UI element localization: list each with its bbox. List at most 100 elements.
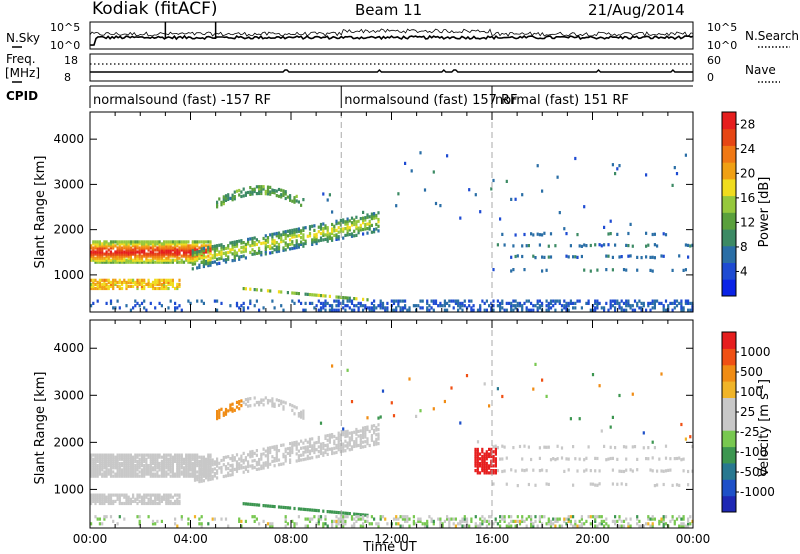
velocity-cell-1600 (545, 445, 548, 449)
power-cell-1407 (432, 299, 435, 303)
power-cell-119 (107, 244, 110, 248)
velocity-cell-941 (258, 400, 261, 404)
power-cell-893 (253, 236, 256, 240)
velocity-cell-1682 (594, 483, 597, 487)
power-cell-1661 (609, 299, 612, 303)
velocity-cell-1670 (589, 515, 592, 519)
velocity-cell-1165 (319, 447, 323, 451)
power-cell-1751 (658, 301, 661, 305)
power-cell-1550 (538, 243, 541, 247)
power-cell-543 (176, 256, 179, 260)
power-cell-1464 (488, 304, 491, 308)
power-cell-1283 (359, 228, 362, 232)
velocity-cell-1365 (368, 522, 371, 526)
velocity-cell-1397 (379, 415, 382, 419)
power-cell-267 (132, 248, 135, 252)
power-cell-1073 (300, 240, 303, 244)
power-cell-1155 (324, 308, 327, 312)
velocity-cell-1745 (631, 392, 634, 396)
velocity-cell-1160 (317, 519, 320, 523)
velocity-cell-1556 (521, 519, 524, 523)
power-cell-101 (105, 254, 108, 258)
velocity-cell-1406 (392, 414, 396, 418)
velocity-cell-613 (185, 457, 188, 461)
power-cell-1192 (335, 235, 338, 239)
velocity-cell-379 (147, 470, 150, 474)
power-cell-1081 (302, 237, 305, 241)
velocity-cell-1383 (375, 428, 378, 432)
velocity-cell-492 (165, 470, 168, 474)
power-cell-615 (191, 260, 194, 264)
power-cell-805 (231, 252, 234, 256)
velocity-cell-1486 (470, 517, 473, 521)
velocity-cell-481 (163, 464, 166, 468)
velocity-cell-139 (107, 497, 110, 501)
power-cell-515 (169, 299, 172, 303)
power-cell-103 (105, 250, 108, 254)
power-cell-1505 (514, 304, 517, 308)
power-cell-1178 (331, 229, 334, 233)
power-cell-859 (244, 249, 247, 253)
velocity-cell-1252 (342, 444, 345, 448)
velocity-cell-152 (109, 453, 113, 457)
power-cell-374 (149, 260, 152, 264)
velocity-cell-15 (90, 493, 93, 497)
power-cell-368 (147, 242, 150, 246)
power-cell-1412 (437, 304, 440, 308)
power-cell-74 (101, 254, 104, 258)
power-cell-1140 (322, 233, 325, 237)
velocity-cell-438 (156, 470, 159, 474)
power-cell-49 (96, 240, 99, 244)
velocity-cell-313 (136, 464, 139, 468)
velocity-colorbar-swatch-7 (722, 381, 736, 398)
power-cell-1495 (510, 301, 513, 305)
velocity-cell-1300 (353, 442, 356, 446)
velocity-cell-755 (207, 468, 210, 472)
velocity-cell-868 (238, 402, 241, 406)
power-cell-824 (235, 253, 239, 257)
power-cell-1776 (675, 172, 679, 176)
velocity-cell-649 (191, 474, 194, 478)
velocity-cell-1834 (687, 469, 690, 474)
power-cell-143 (112, 252, 115, 256)
power-cell-779 (222, 202, 225, 206)
velocity-cell-1782 (658, 457, 661, 461)
power-cell-347 (143, 278, 146, 282)
velocity-cell-1187 (326, 452, 329, 456)
velocity-cell-1885 (485, 471, 488, 475)
velocity-cell-862 (235, 400, 239, 404)
nsky-hi-label: 10^5 (50, 21, 80, 34)
velocity-cell-453 (158, 466, 161, 470)
power-cell-1072 (300, 242, 303, 246)
power-cell-324 (140, 248, 144, 252)
power-cell-1710 (633, 308, 637, 312)
velocity-cell-1106 (304, 457, 307, 461)
velocity-cell-236 (123, 495, 126, 499)
power-cell-107 (105, 240, 108, 244)
velocity-cell-294 (132, 499, 135, 503)
power-cell-1532 (530, 308, 533, 312)
velocity-cell-1060 (291, 441, 294, 445)
velocity-cell-477 (163, 472, 166, 476)
velocity-cell-813 (222, 463, 225, 467)
power-cell-991 (280, 237, 283, 241)
velocity-cell-1123 (308, 456, 312, 460)
velocity-cell-167 (112, 453, 115, 457)
power-cell-1637 (594, 243, 597, 247)
velocity-cell-412 (151, 457, 155, 461)
velocity-cell-1409 (395, 515, 398, 519)
velocity-cell-404 (149, 495, 152, 499)
velocity-cell-985 (269, 524, 272, 528)
velocity-cell-9 (90, 455, 93, 459)
velocity-cell-80 (101, 474, 104, 478)
power-cell-85 (103, 260, 106, 264)
velocity-cell-1354 (366, 442, 369, 446)
power-cell-1183 (331, 304, 334, 308)
power-cell-236 (127, 258, 130, 262)
power-cell-1424 (448, 304, 451, 308)
velocity-cell-281 (129, 501, 132, 506)
velocity-ytick-label-4000: 4000 (53, 341, 84, 355)
velocity-cell-845 (231, 458, 234, 463)
power-cell-1352 (381, 304, 385, 308)
power-cell-1396 (423, 188, 427, 192)
